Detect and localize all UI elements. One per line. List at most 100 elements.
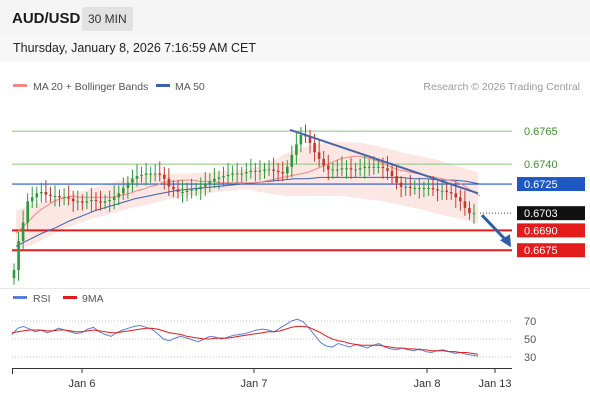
candle-body [90, 199, 93, 202]
last-price-box [517, 206, 585, 221]
candle-body [122, 188, 125, 194]
candle-body [217, 177, 221, 179]
header-bar: AUD/USD 30 MIN [0, 0, 590, 36]
candle-body [53, 196, 57, 197]
candle-body [181, 192, 184, 193]
ma50-legend-label: MA 50 [175, 81, 205, 93]
x-tick-label-4: Jan 13 [478, 378, 511, 390]
rsi-legend-label: RSI [33, 293, 51, 305]
x-tick-label-1: Jan 6 [69, 378, 96, 390]
candle-body [295, 144, 298, 155]
candle-body [308, 136, 312, 143]
candle-body [21, 222, 25, 241]
copyright-label: Research © 2026 Trading Central [423, 81, 580, 93]
candle-body [30, 197, 34, 202]
candle-body [12, 270, 16, 278]
candle-body [85, 201, 89, 203]
rsi-ma-legend-label: 9MA [82, 293, 104, 305]
candle-body [240, 173, 243, 175]
candles [12, 124, 476, 285]
candle-body [26, 201, 29, 223]
candle-body [422, 188, 426, 189]
ma50-line [15, 176, 481, 247]
candle-body [463, 201, 467, 208]
bollinger-band [16, 141, 478, 251]
candle-body [81, 201, 84, 203]
candle-body [349, 168, 353, 170]
candle-body [381, 166, 385, 169]
x-tick-label-3: Jan 8 [414, 378, 441, 390]
candle-body [354, 169, 357, 171]
rsi-panel [0, 288, 590, 368]
timeframe-badge[interactable]: 30 MIN [82, 7, 133, 31]
candle-body [204, 184, 207, 187]
candle-body [468, 207, 471, 214]
candle-body [367, 166, 371, 168]
candle-body [440, 190, 444, 192]
candle-body [131, 178, 134, 183]
candle-body [258, 170, 262, 172]
candle-body [108, 199, 111, 202]
ma20-legend-label: MA 20 + Bollinger Bands [33, 81, 148, 93]
candle-body [235, 173, 239, 175]
candle-body [372, 166, 376, 168]
candle-body [172, 186, 175, 190]
candle-body [377, 166, 380, 168]
candle-body [345, 168, 348, 170]
candle-body [194, 189, 198, 191]
candle-body [40, 192, 43, 194]
candle-body [231, 173, 234, 175]
projection-arrow-shaft [480, 214, 508, 242]
candle-body [35, 193, 39, 198]
candle-body [190, 189, 193, 191]
support-label-1: 0.6690 [524, 225, 558, 237]
resistance-label-1: 0.6765 [524, 126, 558, 138]
candle-body [17, 241, 20, 271]
support-label-box-2 [517, 243, 585, 258]
candle-body [144, 173, 148, 175]
candle-body [158, 173, 161, 175]
rsi-ma-line [11, 325, 479, 355]
candle-body [245, 172, 248, 174]
rsi-legend-swatch [13, 296, 27, 299]
ma20-legend-swatch [13, 84, 27, 87]
candle-body [103, 201, 107, 203]
x-axis-panel [0, 368, 590, 400]
rsi-line [11, 318, 479, 357]
candle-body [254, 170, 257, 172]
candle-body [340, 168, 344, 170]
candle-body [386, 168, 389, 171]
candle-body [76, 201, 80, 203]
pair-title: AUD/USD [12, 10, 81, 27]
candle-body [313, 143, 316, 153]
candle-body [94, 199, 98, 202]
candle-body [263, 169, 266, 171]
candle-body [226, 174, 230, 177]
resistance-label-2: 0.6740 [524, 159, 558, 171]
candle-body [290, 154, 294, 167]
candle-body [99, 201, 102, 203]
candle-body [358, 168, 362, 170]
candle-body [413, 188, 417, 189]
candle-body [117, 193, 121, 198]
candle-body [418, 188, 421, 189]
candle-body [408, 186, 412, 188]
candle-body [281, 172, 284, 174]
candle-body [153, 173, 157, 175]
candle-body [140, 174, 143, 177]
rsi-tick-70: 70 [524, 316, 536, 328]
candle-body [404, 186, 407, 188]
candle-body [185, 190, 189, 192]
candle-body [427, 188, 430, 189]
candle-body [167, 178, 171, 187]
rsi-tick-50: 50 [524, 334, 536, 346]
candle-body [58, 196, 61, 198]
pivot-label-box [517, 177, 585, 192]
candle-body [112, 197, 116, 200]
candle-body [163, 174, 166, 179]
candle-body [135, 176, 139, 179]
candle-body [431, 188, 435, 190]
candle-body [272, 169, 275, 171]
